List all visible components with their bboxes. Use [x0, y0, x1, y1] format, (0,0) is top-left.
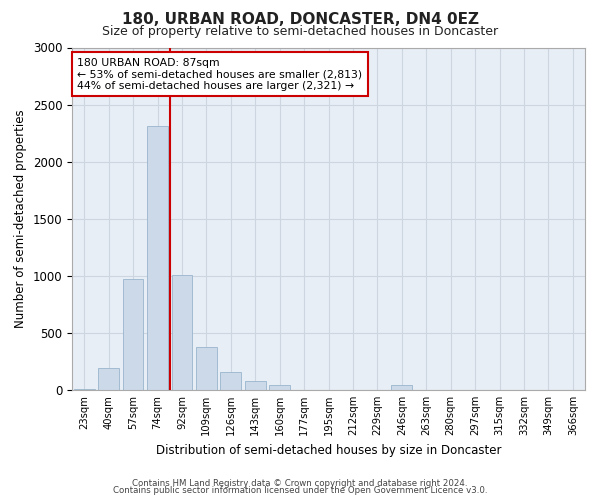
- Text: Size of property relative to semi-detached houses in Doncaster: Size of property relative to semi-detach…: [102, 25, 498, 38]
- Text: 180, URBAN ROAD, DONCASTER, DN4 0EZ: 180, URBAN ROAD, DONCASTER, DN4 0EZ: [121, 12, 479, 28]
- Bar: [98, 368, 119, 390]
- Bar: [269, 386, 290, 390]
- X-axis label: Distribution of semi-detached houses by size in Doncaster: Distribution of semi-detached houses by …: [156, 444, 501, 456]
- Bar: [147, 126, 168, 390]
- Bar: [391, 386, 412, 390]
- Text: Contains public sector information licensed under the Open Government Licence v3: Contains public sector information licen…: [113, 486, 487, 495]
- Text: 180 URBAN ROAD: 87sqm
← 53% of semi-detached houses are smaller (2,813)
44% of s: 180 URBAN ROAD: 87sqm ← 53% of semi-deta…: [77, 58, 362, 91]
- Bar: [74, 389, 95, 390]
- Bar: [172, 274, 193, 390]
- Bar: [220, 372, 241, 390]
- Bar: [196, 347, 217, 390]
- Bar: [122, 280, 143, 390]
- Y-axis label: Number of semi-detached properties: Number of semi-detached properties: [14, 110, 27, 328]
- Bar: [245, 382, 266, 390]
- Text: Contains HM Land Registry data © Crown copyright and database right 2024.: Contains HM Land Registry data © Crown c…: [132, 478, 468, 488]
